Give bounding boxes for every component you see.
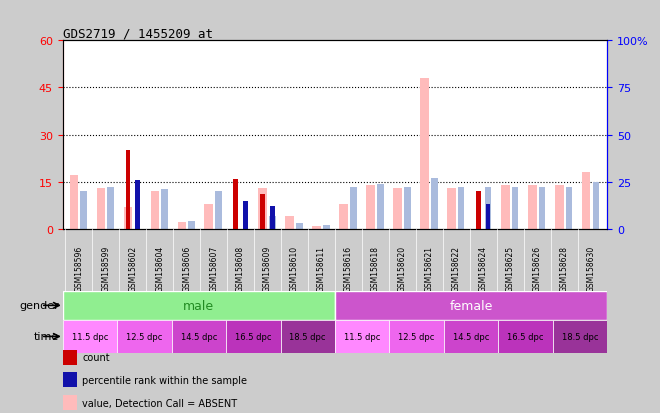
Bar <box>553 320 607 353</box>
Bar <box>243 201 248 229</box>
Bar <box>135 180 140 229</box>
Text: 14.5 dpc: 14.5 dpc <box>453 332 489 341</box>
Bar <box>335 320 389 353</box>
Bar <box>377 184 383 229</box>
Text: GSM158616: GSM158616 <box>344 245 353 291</box>
Text: 16.5 dpc: 16.5 dpc <box>235 332 271 341</box>
Text: GSM158628: GSM158628 <box>560 245 568 291</box>
Bar <box>512 188 518 229</box>
Bar <box>528 185 537 229</box>
Text: 18.5 dpc: 18.5 dpc <box>290 332 326 341</box>
Text: GSM158599: GSM158599 <box>102 245 110 291</box>
Bar <box>205 204 213 229</box>
Bar <box>260 195 265 229</box>
Bar <box>63 320 117 353</box>
Text: 18.5 dpc: 18.5 dpc <box>562 332 598 341</box>
Bar <box>501 185 510 229</box>
Bar <box>420 79 429 229</box>
Bar <box>312 226 321 229</box>
Bar <box>335 291 607 320</box>
Bar <box>70 176 79 229</box>
Bar <box>285 217 294 229</box>
Bar <box>476 192 480 229</box>
Text: GSM158611: GSM158611 <box>317 245 326 291</box>
Text: GSM158618: GSM158618 <box>371 245 380 291</box>
Bar <box>484 188 492 229</box>
Bar <box>270 206 275 229</box>
Bar <box>215 192 222 229</box>
Bar <box>498 320 553 353</box>
Bar <box>566 188 572 229</box>
Text: percentile rank within the sample: percentile rank within the sample <box>82 375 248 385</box>
Text: GSM158608: GSM158608 <box>236 245 245 291</box>
Text: female: female <box>449 299 493 312</box>
Bar <box>431 178 438 229</box>
Text: GSM158607: GSM158607 <box>209 245 218 291</box>
Bar <box>593 182 599 229</box>
Bar <box>178 223 186 229</box>
Bar <box>582 173 591 229</box>
Bar <box>339 204 348 229</box>
Bar <box>234 179 238 229</box>
Bar <box>350 188 356 229</box>
Text: 11.5 dpc: 11.5 dpc <box>344 332 380 341</box>
Bar <box>444 320 498 353</box>
Text: value, Detection Call = ABSENT: value, Detection Call = ABSENT <box>82 398 238 408</box>
Text: GSM158621: GSM158621 <box>425 245 434 291</box>
Text: GSM158609: GSM158609 <box>263 245 272 291</box>
Text: GSM158624: GSM158624 <box>478 245 488 291</box>
Bar <box>172 320 226 353</box>
Bar <box>150 192 159 229</box>
Text: 16.5 dpc: 16.5 dpc <box>508 332 544 341</box>
Bar <box>280 320 335 353</box>
Bar <box>486 205 490 229</box>
Text: GSM158620: GSM158620 <box>398 245 407 291</box>
Bar <box>555 185 564 229</box>
Bar <box>393 188 402 229</box>
Text: GSM158596: GSM158596 <box>75 245 83 291</box>
Bar <box>96 188 106 229</box>
Bar <box>296 223 303 229</box>
Bar <box>447 188 455 229</box>
Text: gender: gender <box>20 301 59 311</box>
Text: GSM158602: GSM158602 <box>128 245 137 291</box>
Bar <box>226 320 280 353</box>
Text: male: male <box>183 299 214 312</box>
Text: 12.5 dpc: 12.5 dpc <box>399 332 435 341</box>
Bar <box>323 225 330 229</box>
Text: GSM158604: GSM158604 <box>155 245 164 291</box>
Bar <box>63 291 335 320</box>
Text: time: time <box>34 332 59 342</box>
Bar <box>81 192 87 229</box>
Text: GSM158606: GSM158606 <box>182 245 191 291</box>
Bar <box>458 188 465 229</box>
Text: GSM158610: GSM158610 <box>290 245 299 291</box>
Bar <box>366 185 375 229</box>
Bar <box>389 320 444 353</box>
Bar <box>404 188 411 229</box>
Bar <box>188 222 195 229</box>
Bar <box>161 190 168 229</box>
Bar <box>539 188 545 229</box>
Text: 14.5 dpc: 14.5 dpc <box>181 332 217 341</box>
Bar <box>117 320 172 353</box>
Bar <box>259 188 267 229</box>
Bar <box>123 207 132 229</box>
Bar <box>269 216 276 229</box>
Text: 11.5 dpc: 11.5 dpc <box>72 332 108 341</box>
Text: GSM158622: GSM158622 <box>451 245 461 291</box>
Text: GSM158630: GSM158630 <box>587 245 595 291</box>
Bar <box>125 151 131 229</box>
Bar <box>108 188 114 229</box>
Text: GSM158625: GSM158625 <box>506 245 515 291</box>
Text: 12.5 dpc: 12.5 dpc <box>126 332 162 341</box>
Text: count: count <box>82 352 110 362</box>
Text: GSM158626: GSM158626 <box>533 245 542 291</box>
Text: GDS2719 / 1455209_at: GDS2719 / 1455209_at <box>63 27 213 40</box>
